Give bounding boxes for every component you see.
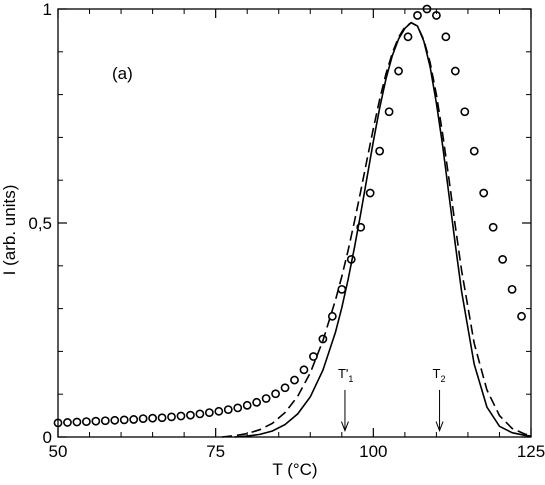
data-point (280, 383, 290, 393)
data-point (309, 352, 318, 361)
data-point (337, 284, 347, 294)
data-point (356, 222, 366, 232)
data-point (488, 222, 498, 232)
data-point (195, 409, 205, 419)
data-point (176, 411, 186, 421)
data-point (252, 397, 262, 407)
data-point (507, 284, 517, 294)
data-point (242, 400, 252, 410)
y-tick-label: 0 (43, 428, 52, 447)
data-point (100, 416, 110, 426)
data-point (450, 66, 460, 76)
annotation-label: T2 (433, 366, 446, 384)
data-point (223, 405, 233, 415)
data-point (299, 365, 309, 375)
y-tick-label: 1 (43, 0, 52, 19)
data-point (110, 415, 120, 425)
annotation-symbol: T (433, 366, 441, 381)
data-point (431, 11, 441, 20)
annotation-subscript: 2 (441, 374, 446, 384)
y-tick-label: 0,5 (28, 214, 52, 233)
data-point (290, 375, 299, 385)
annotation-arrowhead (340, 421, 349, 432)
data-point (63, 418, 72, 427)
data-point (129, 415, 139, 424)
x-tick-label: 125 (517, 442, 545, 461)
data-point (384, 107, 394, 117)
x-tick-label: 75 (206, 442, 225, 461)
data-point (498, 254, 508, 264)
data-point (138, 414, 148, 423)
data-point (394, 66, 403, 76)
data-point (441, 32, 451, 42)
data-point (157, 413, 167, 423)
data-point (422, 4, 432, 14)
data-point (413, 11, 422, 20)
data-point (204, 408, 214, 418)
annotation-symbol: T' (338, 366, 348, 381)
y-axis-label: I (arb. units) (0, 185, 19, 276)
data-point (233, 403, 243, 413)
series-layer (53, 4, 532, 438)
annotation-arrowhead (435, 421, 444, 432)
data-point (148, 413, 157, 423)
data-point (469, 146, 479, 156)
data-point (365, 188, 375, 198)
data-point (403, 32, 413, 42)
annotation-label: T'1 (338, 366, 353, 384)
data-point (167, 412, 176, 422)
data-point (81, 417, 91, 426)
data-point (271, 389, 280, 399)
data-point (119, 415, 129, 425)
data-point (517, 311, 526, 321)
annotation-subscript: 1 (348, 374, 353, 384)
x-axis-label: T (°C) (272, 460, 317, 479)
data-point (214, 406, 224, 416)
data-point (53, 418, 63, 428)
annotations: T'1 T2 (338, 366, 446, 432)
data-point (261, 394, 271, 403)
data-point (479, 188, 489, 198)
data-point (318, 334, 328, 344)
x-tick-label: 100 (359, 442, 387, 461)
data-point (375, 146, 385, 156)
data-point (91, 416, 101, 426)
x-tick-label: 50 (49, 442, 68, 461)
data-point (72, 417, 82, 427)
data-point (460, 107, 470, 117)
dashed-fit-line (221, 21, 532, 438)
data-point (186, 410, 195, 420)
panel-label: (a) (112, 64, 133, 83)
